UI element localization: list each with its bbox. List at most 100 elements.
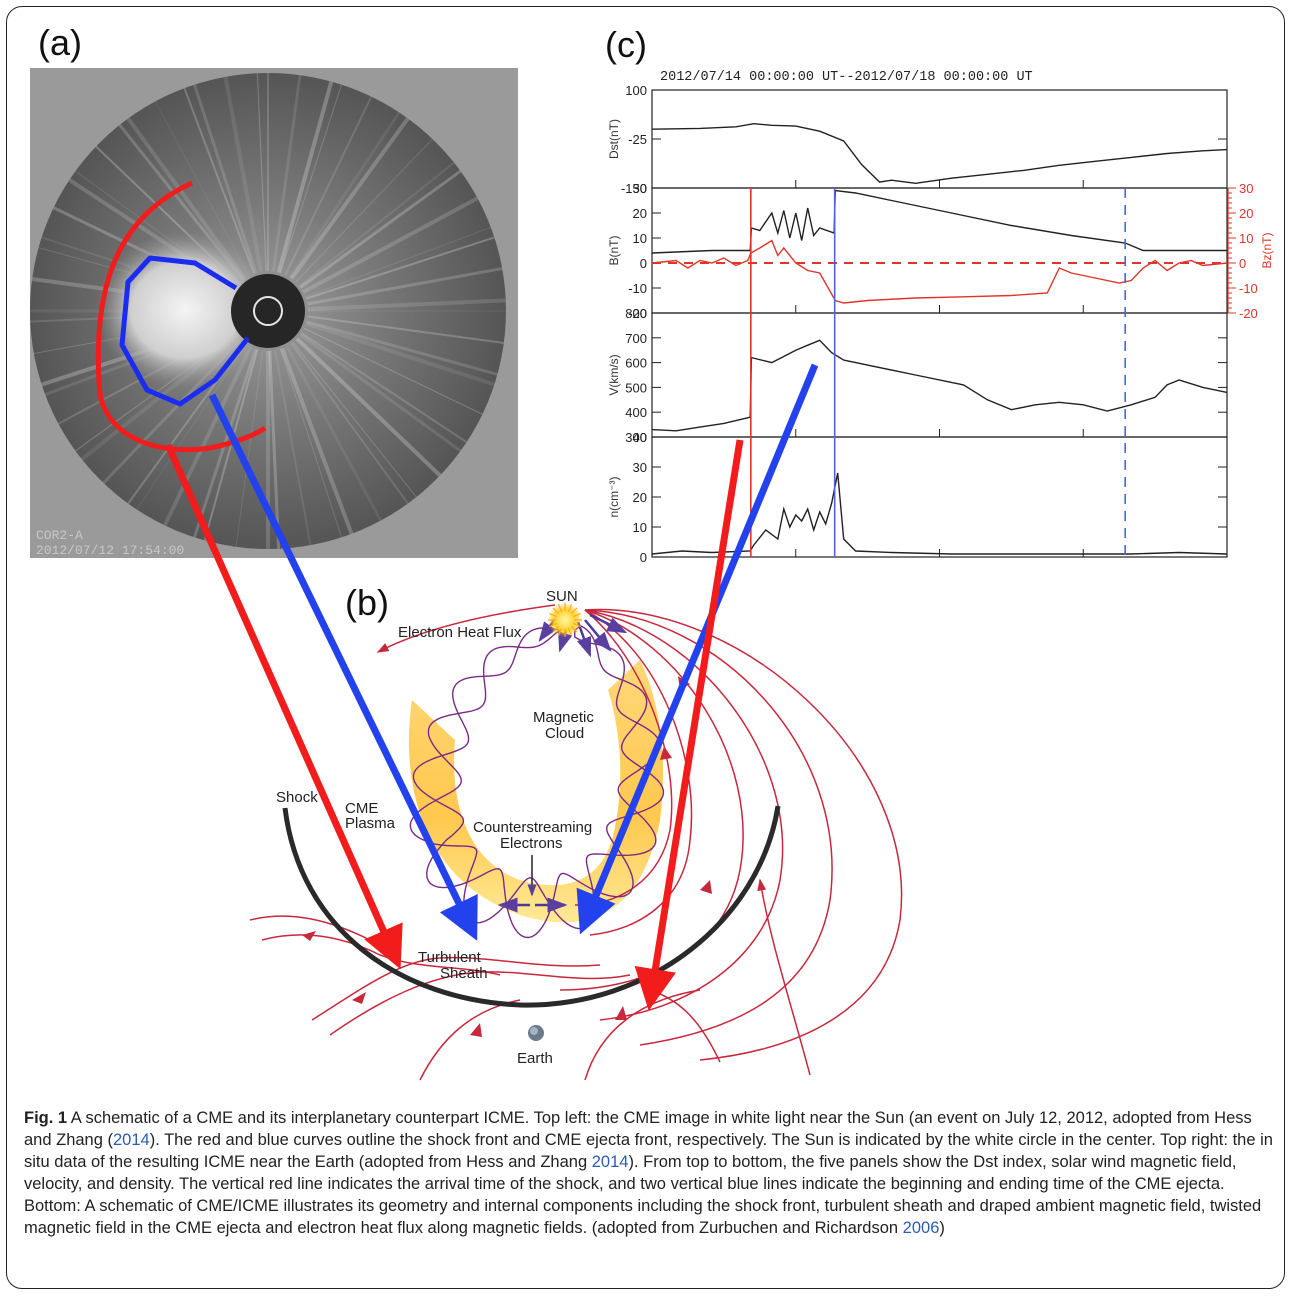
label-counterstreaming-1: Counterstreaming <box>473 819 592 836</box>
sun-ray <box>549 622 557 628</box>
field-arrow <box>470 1023 482 1037</box>
label-heat-flux: Electron Heat Flux <box>398 624 522 641</box>
caption-text-1: A schematic of a CME and its interplanet… <box>24 1109 1252 1149</box>
occulter-disk <box>231 274 305 348</box>
panel-frame-V <box>651 312 1228 438</box>
y-tick-label: 300 <box>625 430 647 445</box>
heat-flux-field-line <box>376 604 556 653</box>
y-tick-label: 30 <box>633 181 647 196</box>
series-line-Dst-0 <box>651 122 1228 185</box>
sun-rays <box>548 603 582 637</box>
sun-ray <box>557 628 563 636</box>
y-tick-label: 500 <box>625 380 647 395</box>
sun-circle <box>253 296 283 326</box>
series-line-V-0 <box>651 339 1228 432</box>
right-axis-tick-label: 0 <box>1239 256 1246 271</box>
heat-flux-arrow <box>584 619 612 652</box>
y-tick-label: -150 <box>621 181 647 196</box>
panel-label-a: (a) <box>38 22 82 63</box>
caption-ref-link[interactable]: 2006 <box>902 1219 940 1237</box>
coronal-streamer <box>295 337 443 479</box>
sun-ray <box>552 607 560 615</box>
y-tick-label: 0 <box>640 550 647 565</box>
coronal-streamer <box>307 298 506 312</box>
figure-caption: Fig. 1 A schematic of a CME and its inte… <box>24 1107 1274 1239</box>
y-tick-label: 700 <box>625 331 647 346</box>
series-line-n-0 <box>651 472 1228 555</box>
panel-b: (b) <box>249 582 903 1081</box>
y-tick-label: 600 <box>625 356 647 371</box>
y-tick-label: 800 <box>625 306 647 321</box>
coronal-streamer <box>203 349 259 543</box>
coronal-streamer <box>307 315 506 345</box>
arrow-shock-to-schematic <box>164 443 403 970</box>
label-earth: Earth <box>517 1050 553 1067</box>
coronal-streamer <box>290 342 410 506</box>
sun-ray <box>573 622 581 628</box>
coronal-streamer <box>279 348 343 540</box>
coronal-streamer <box>288 109 402 279</box>
sun-ray <box>570 625 578 633</box>
shock-front-outline <box>95 180 267 453</box>
panel-a: COR2-A 2012/07/12 17:54:00 (a) <box>30 22 518 558</box>
arrow-ejecta-data-to-schematic <box>576 363 819 935</box>
chart-title: 2012/07/14 00:00:00 UT--2012/07/18 00:00… <box>660 70 1033 85</box>
coronal-streamer <box>302 195 481 294</box>
helical-field-line <box>409 629 661 930</box>
right-axis-label: Bz(nT) <box>1260 232 1274 268</box>
caption-text-2: ). The red and blue curves outline the s… <box>24 1131 1273 1171</box>
sun-ray <box>567 604 573 612</box>
coronal-streamer <box>299 168 464 289</box>
right-axis-tick-label: 30 <box>1239 181 1253 196</box>
coronal-streamer <box>279 82 343 274</box>
figure-svg: COR2-A 2012/07/12 17:54:00 (a) (b) <box>30 22 1274 1081</box>
sun-ray <box>552 625 560 633</box>
y-tick-label: -20 <box>628 306 647 321</box>
coronal-streamer <box>305 235 497 300</box>
caption-ref-link[interactable]: 2014 <box>112 1131 150 1149</box>
coronal-streamer <box>276 79 334 273</box>
coronal-streamer <box>162 346 253 529</box>
coronal-streamer <box>268 350 281 549</box>
insitu-chart: 100-25-150Dst(nT)3020100-10-20B(nT)30201… <box>607 83 1274 565</box>
twisted-magnetic-field <box>409 624 665 939</box>
image-timestamp: 2012/07/12 17:54:00 <box>36 543 184 558</box>
right-axis-tick-label: 10 <box>1239 231 1253 246</box>
heat-flux-arrow <box>589 613 628 634</box>
right-axis-tick-label: -20 <box>1239 306 1258 321</box>
coronal-streamer <box>289 115 411 280</box>
field-line <box>584 609 784 1021</box>
ejecta-front-outline <box>119 255 250 407</box>
y-tick-label: 0 <box>640 256 647 271</box>
y-axis-label: V(km/s) <box>607 354 621 395</box>
field-arrow <box>700 880 712 894</box>
panel-c: (c) 2012/07/14 00:00:00 UT--2012/07/18 0… <box>605 24 1274 565</box>
caption-fig-label: Fig. 1 <box>24 1109 68 1127</box>
panel-frame-Dst <box>651 89 1228 189</box>
coronal-streamer <box>271 73 302 272</box>
shock-arc <box>282 805 781 1008</box>
figure-frame <box>6 6 1285 1289</box>
field-arrow <box>660 746 672 760</box>
label-magnetic-cloud-1: Magnetic <box>533 709 594 726</box>
y-axis-label: B(nT) <box>607 235 621 265</box>
earth-highlight <box>530 1027 538 1035</box>
coronal-streamer <box>295 137 435 283</box>
field-line <box>584 609 833 1046</box>
label-sun: SUN <box>546 588 578 605</box>
caption-ref-link[interactable]: 2014 <box>591 1153 629 1171</box>
field-line <box>584 609 693 936</box>
coronal-streamer <box>300 332 469 445</box>
coronal-streamer <box>299 333 464 454</box>
field-arrow <box>302 931 316 941</box>
sun-ray <box>557 604 563 612</box>
y-tick-label: 30 <box>633 460 647 475</box>
coronal-streamer <box>292 341 418 499</box>
right-axis-tick-label: -10 <box>1239 281 1258 296</box>
arrow-shock-data-to-schematic <box>634 439 744 1011</box>
sun-ray <box>573 612 581 618</box>
y-tick-label: -25 <box>628 132 647 147</box>
field-arrow <box>615 1006 627 1020</box>
field-line <box>311 956 601 1021</box>
y-tick-label: 20 <box>633 206 647 221</box>
